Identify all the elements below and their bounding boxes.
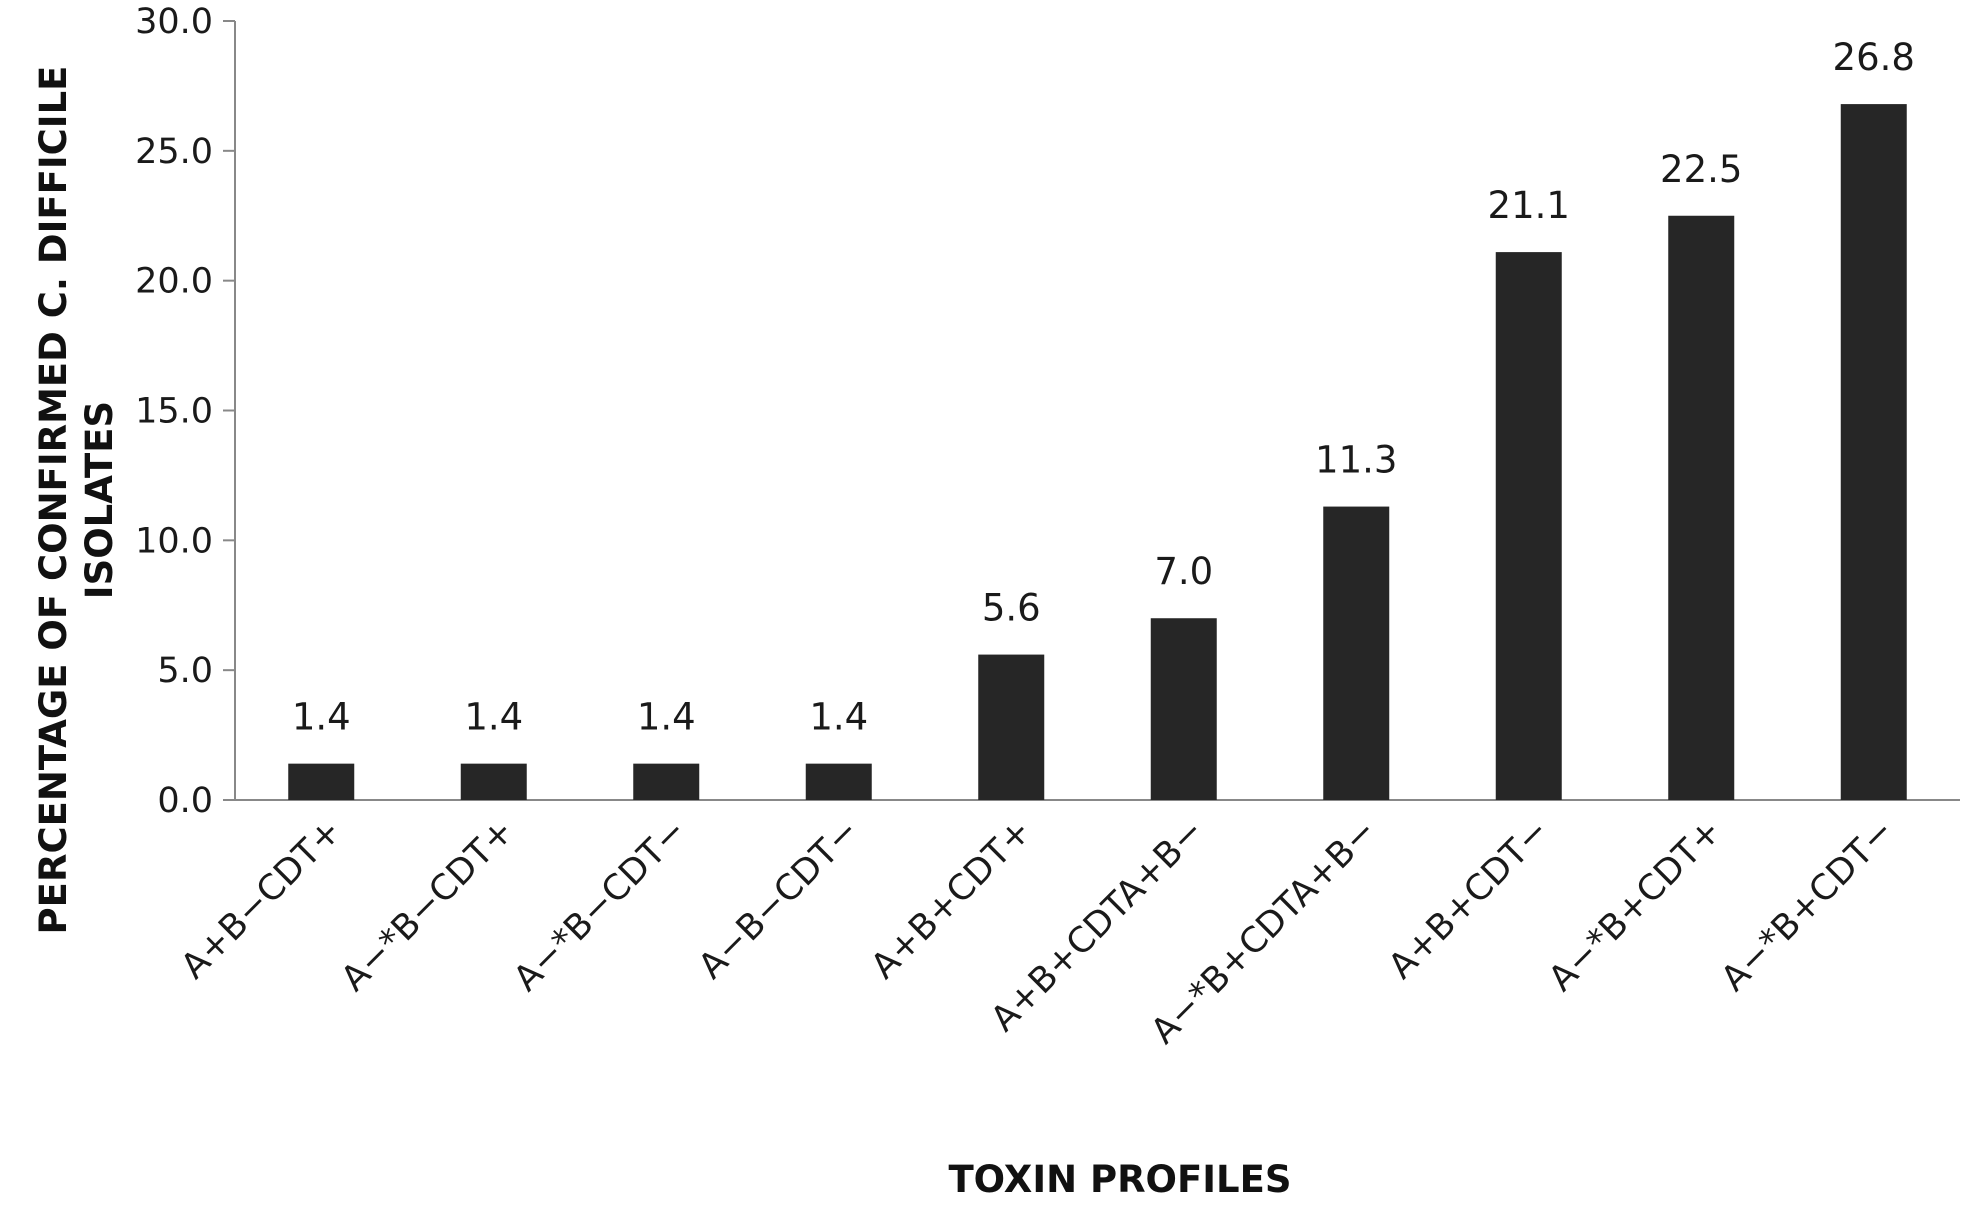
data-label-7: 11.3 xyxy=(1315,439,1397,482)
y-tick-label: 10.0 xyxy=(135,521,213,561)
bar-1 xyxy=(288,763,355,800)
bar-3 xyxy=(633,763,700,800)
y-tick-label: 0.0 xyxy=(157,781,213,821)
bar-5 xyxy=(978,654,1045,800)
x-tick-label-2: A−*B−CDT+ xyxy=(334,811,522,999)
x-tick-label-1: A+B−CDT+ xyxy=(174,811,350,987)
x-tick-label-4: A−B−CDT− xyxy=(691,811,867,987)
x-tick-label-8: A+B+CDT− xyxy=(1381,811,1557,987)
y-axis-title: PERCENTAGE OF CONFIRMED C. DIFFICILE ISO… xyxy=(32,66,121,935)
y-tick-label: 5.0 xyxy=(157,651,213,691)
bar-10 xyxy=(1840,104,1907,801)
bar-8 xyxy=(1495,252,1562,800)
data-label-1: 1.4 xyxy=(292,696,351,739)
x-tick-label-5: A+B+CDT+ xyxy=(864,811,1040,987)
x-axis-title: TOXIN PROFILES xyxy=(948,1158,1291,1201)
y-tick-label: 15.0 xyxy=(135,392,213,432)
data-label-4: 1.4 xyxy=(809,696,868,739)
bar-9 xyxy=(1668,215,1735,800)
bar-4 xyxy=(805,763,872,800)
x-tick-label-10: A−*B+CDT− xyxy=(1714,811,1902,999)
y-tick-label: 20.0 xyxy=(135,262,213,302)
data-label-3: 1.4 xyxy=(637,696,696,739)
y-axis-title-line-2: ISOLATES xyxy=(78,401,121,599)
y-tick-label: 25.0 xyxy=(135,132,213,172)
data-label-8: 21.1 xyxy=(1488,184,1570,227)
x-tick-label-9: A−*B+CDT+ xyxy=(1541,811,1729,999)
bar-7 xyxy=(1323,506,1390,800)
data-label-6: 7.0 xyxy=(1154,550,1213,593)
data-label-9: 22.5 xyxy=(1660,148,1742,191)
data-label-2: 1.4 xyxy=(464,696,523,739)
x-tick-label-3: A−*B−CDT− xyxy=(506,811,694,999)
data-label-10: 26.8 xyxy=(1833,36,1915,79)
plot-area: 0.0 5.0 10.0 15.0 20.0 25.0 30.0 1.4 A+B−CDT+ 1.4… xyxy=(135,2,1960,1052)
bar-6 xyxy=(1150,618,1217,800)
y-tick-label: 30.0 xyxy=(135,2,213,42)
bar-2 xyxy=(460,763,527,800)
y-axis-title-line-1: PERCENTAGE OF CONFIRMED C. DIFFICILE xyxy=(32,66,75,935)
data-label-5: 5.6 xyxy=(982,587,1041,630)
